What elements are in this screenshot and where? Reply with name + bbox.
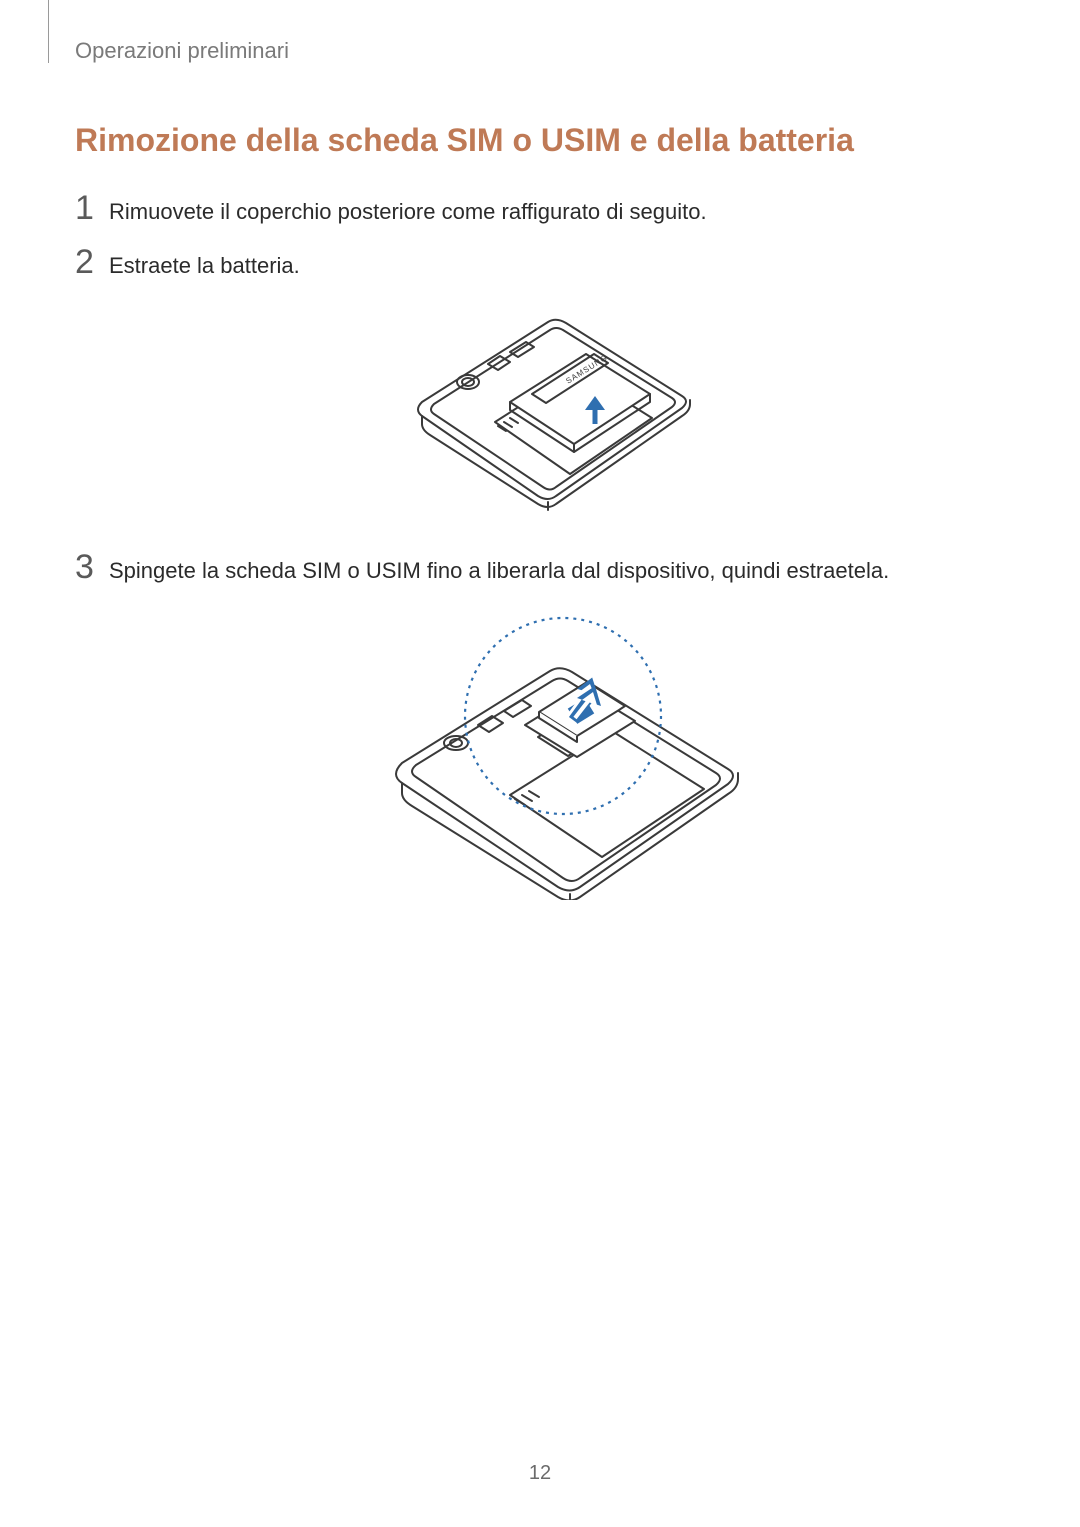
step-1: 1 Rimuovete il coperchio posteriore come… — [75, 191, 1005, 227]
step-text: Rimuovete il coperchio posteriore come r… — [109, 193, 707, 227]
page-content: Operazioni preliminari Rimozione della s… — [0, 0, 1080, 900]
step-2: 2 Estraete la batteria. — [75, 245, 1005, 281]
phone-sim-illustration-icon — [305, 610, 775, 900]
phone-battery-illustration-icon: SAMSUNG — [380, 304, 700, 514]
step-text: Estraete la batteria. — [109, 247, 300, 281]
breadcrumb: Operazioni preliminari — [75, 38, 1005, 64]
step-text: Spingete la scheda SIM o USIM fino a lib… — [109, 552, 889, 586]
step-number: 3 — [75, 550, 109, 584]
page-number: 12 — [0, 1462, 1080, 1485]
step-3: 3 Spingete la scheda SIM o USIM fino a l… — [75, 550, 1005, 586]
page-margin-line — [48, 0, 49, 63]
step-number: 1 — [75, 191, 109, 225]
figure-sim-removal — [75, 610, 1005, 900]
figure-battery-removal: SAMSUNG — [75, 304, 1005, 514]
step-number: 2 — [75, 245, 109, 279]
section-heading: Rimozione della scheda SIM o USIM e dell… — [75, 122, 1005, 159]
